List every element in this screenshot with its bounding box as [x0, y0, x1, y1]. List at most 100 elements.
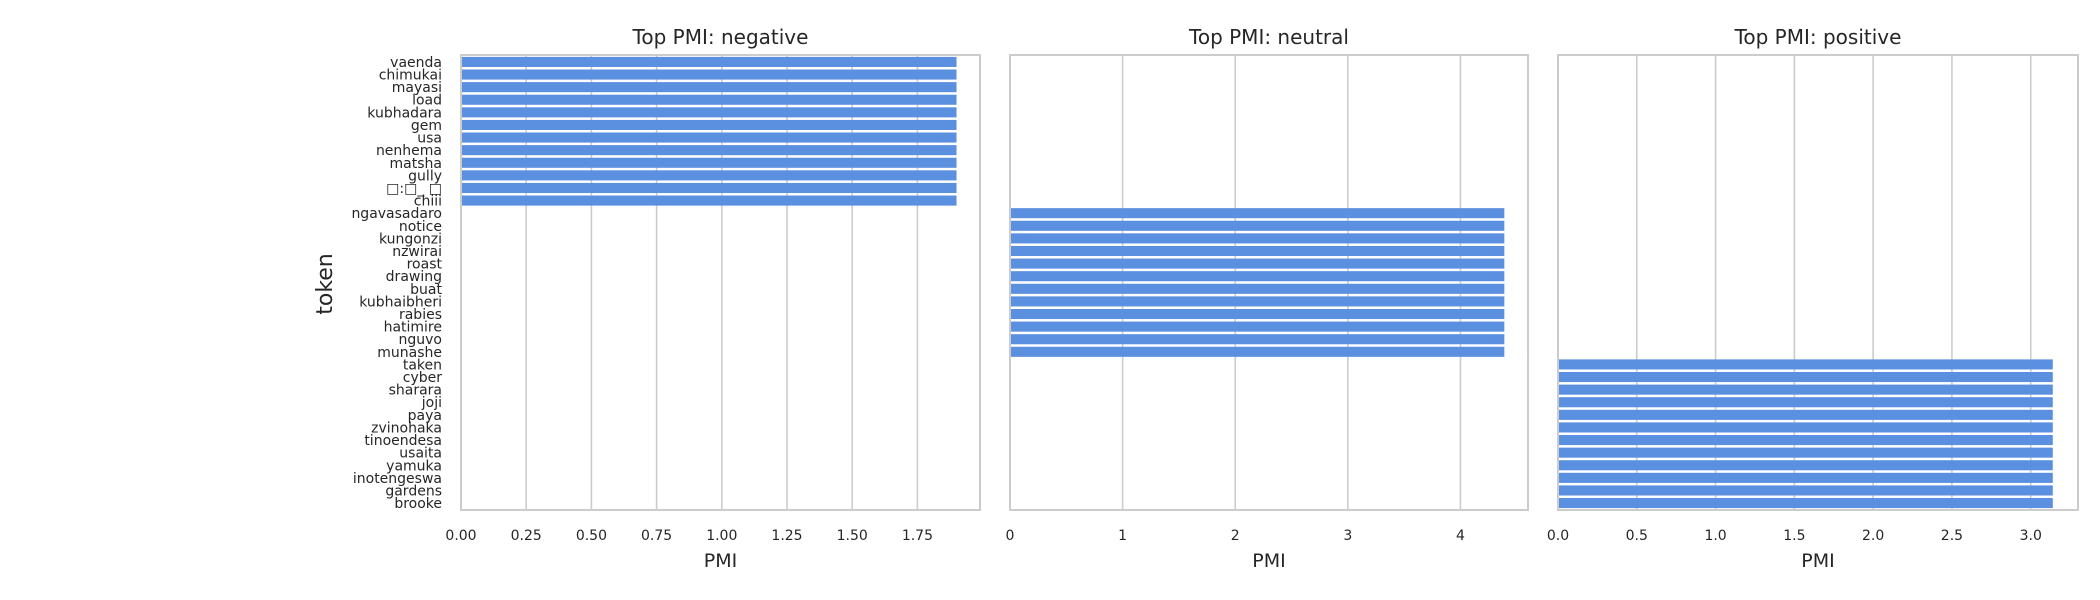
- x-axis-label: PMI: [1801, 550, 1834, 572]
- panel-title: Top PMI: neutral: [1188, 25, 1349, 49]
- bar: [1010, 208, 1505, 219]
- category-label: brooke: [394, 496, 442, 512]
- category-label: rabies: [399, 307, 442, 323]
- bar: [1558, 359, 2053, 370]
- category-label: notice: [399, 219, 442, 235]
- bar: [461, 145, 957, 156]
- axes-frame: [460, 54, 981, 511]
- bar: [1010, 271, 1505, 282]
- category-label: mayasi: [392, 80, 442, 96]
- x-tick-label: 1.50: [837, 528, 868, 544]
- y-axis-label: token: [313, 253, 338, 315]
- category-label: sharara: [389, 383, 442, 399]
- x-tick-label: 1.5: [1783, 528, 1805, 544]
- x-tick-label: 2.5: [1941, 528, 1963, 544]
- bar: [1010, 296, 1505, 307]
- category-label: hatimire: [384, 320, 442, 336]
- bar: [1558, 409, 2053, 420]
- x-tick-label: 0.00: [445, 528, 476, 544]
- bar: [1010, 346, 1505, 357]
- category-label: usaita: [399, 446, 442, 462]
- bar: [461, 182, 957, 194]
- bar: [1558, 498, 2053, 509]
- category-label: load: [412, 93, 442, 109]
- bar: [1558, 384, 2053, 395]
- panel-title: Top PMI: negative: [632, 25, 809, 49]
- x-tick-label: 0.75: [641, 528, 672, 544]
- bar: [1010, 245, 1505, 257]
- bar: [1558, 447, 2053, 458]
- category-label: cyber: [403, 370, 442, 386]
- category-label: roast: [407, 257, 443, 273]
- x-tick-label: 1.25: [771, 528, 802, 544]
- axes-frame: [1009, 54, 1529, 511]
- category-label: chiii: [414, 194, 442, 210]
- category-label: vaenda: [390, 55, 442, 71]
- category-label: matsha: [390, 156, 442, 172]
- x-tick-label: 0.25: [511, 528, 542, 544]
- category-label: paya: [408, 408, 442, 424]
- category-label: taken: [403, 357, 442, 373]
- x-tick-label: 4: [1456, 528, 1465, 544]
- x-tick-label: 0.50: [576, 528, 607, 544]
- bar: [461, 132, 957, 143]
- x-tick-label: 1.00: [706, 528, 737, 544]
- x-tick-label: 3.0: [2020, 528, 2042, 544]
- category-label: kungonzi: [379, 231, 442, 247]
- bar: [461, 94, 957, 105]
- bar: [1010, 220, 1505, 231]
- x-axis-label: PMI: [704, 550, 737, 572]
- bar: [461, 157, 957, 168]
- category-label: buat: [410, 282, 442, 298]
- category-labels: vaendachimukaimayasiloadkubhadaragemusan…: [351, 55, 442, 512]
- x-tick-label: 3: [1343, 528, 1352, 544]
- bar: [461, 107, 957, 118]
- bar: [1010, 258, 1505, 269]
- x-tick-label: 2: [1231, 528, 1240, 544]
- category-label: gully: [408, 168, 442, 184]
- x-tick-label: 0: [1006, 528, 1015, 544]
- bar: [1558, 397, 2053, 408]
- x-tick-label: 0.0: [1547, 528, 1569, 544]
- category-label: inotengeswa: [353, 471, 442, 487]
- bar: [461, 69, 957, 80]
- bar: [1558, 371, 2053, 383]
- category-label: gardens: [385, 483, 442, 499]
- bar: [461, 119, 957, 130]
- category-label: ngavasadaro: [351, 206, 442, 222]
- bar: [1558, 485, 2053, 496]
- category-label: □:□_ □: [386, 181, 442, 197]
- bar: [461, 56, 957, 67]
- category-label: chimukai: [379, 68, 442, 84]
- x-axis-label: PMI: [1252, 550, 1285, 572]
- category-label: nenhema: [376, 143, 442, 159]
- bar: [461, 170, 957, 181]
- x-tick-label: 0.5: [1626, 528, 1648, 544]
- panel-0: Top PMI: negative 0.00 0.25 0.50 0.75 1.00 1.2…: [445, 25, 981, 572]
- bar: [1010, 321, 1505, 332]
- x-tick-label: 1.0: [1704, 528, 1726, 544]
- bar: [1010, 283, 1505, 294]
- bar: [461, 82, 957, 93]
- bar: [1558, 422, 2053, 433]
- panel-title: Top PMI: positive: [1734, 25, 1902, 49]
- bar: [1010, 308, 1505, 320]
- category-label: nzwirai: [392, 244, 442, 260]
- category-label: joji: [421, 395, 442, 411]
- category-label: yamuka: [386, 458, 442, 474]
- x-tick-label: 1.75: [902, 528, 933, 544]
- category-label: drawing: [386, 269, 442, 285]
- bar: [461, 195, 957, 206]
- x-tick-label: 1: [1118, 528, 1127, 544]
- panel-2: Top PMI: positive 0.0 0.5 1.0 1.5 2.0 2.5 3.0 PM…: [1547, 25, 2079, 572]
- category-label: gem: [411, 118, 442, 134]
- bar: [1558, 460, 2053, 471]
- category-label: kubhaibheri: [359, 294, 442, 310]
- category-label: usa: [417, 131, 442, 147]
- bar: [1010, 334, 1505, 345]
- bar: [1558, 472, 2053, 483]
- category-label: kubhadara: [367, 105, 442, 121]
- category-label: zvinohaka: [371, 420, 442, 436]
